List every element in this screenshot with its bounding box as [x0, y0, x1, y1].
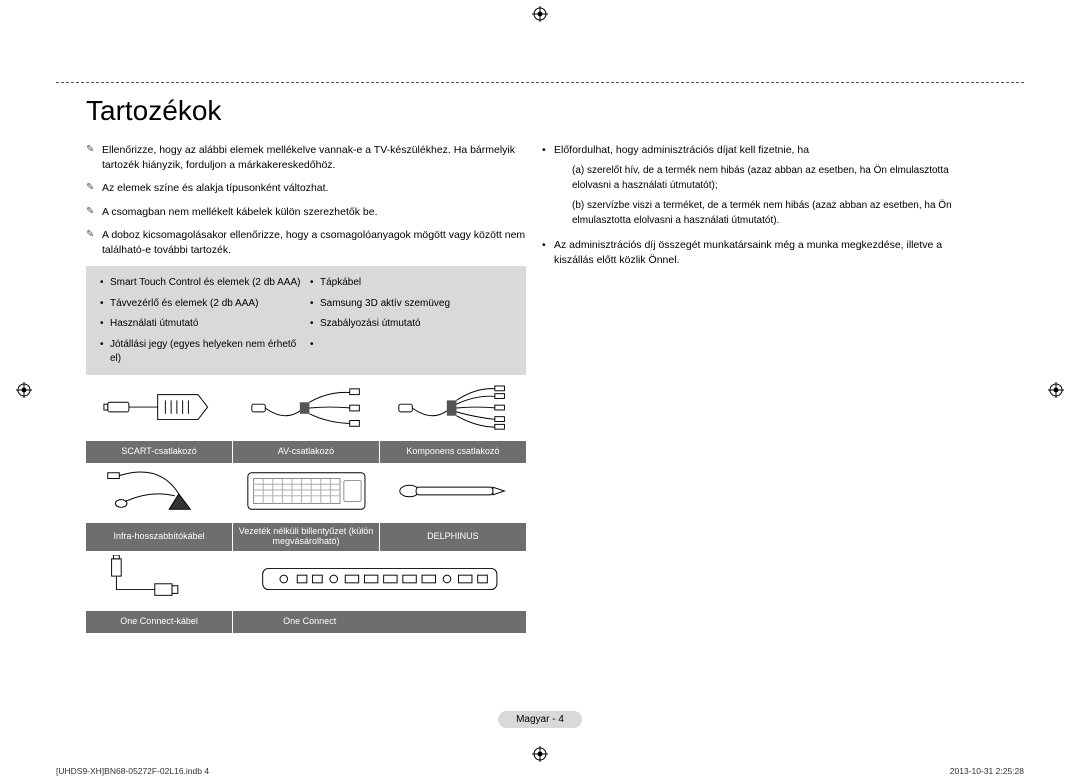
content-columns: Ellenőrizze, hogy az alábbi elemek mellé… [56, 133, 1024, 633]
av-adapter-image [233, 381, 380, 441]
note-item: Az elemek színe és alakja típusonként vá… [86, 181, 526, 196]
delphinus-tool-image [379, 463, 526, 523]
right-bullets: Előfordulhat, hogy adminisztrációs díjat… [542, 143, 982, 269]
right-cases: (a) szerelőt hív, de a termék nem hibás … [572, 164, 982, 228]
accessory-label: Komponens csatlakozó [379, 441, 526, 463]
print-mark-left [16, 382, 32, 398]
footer-right: 2013-10-31 2:25:28 [950, 766, 1024, 776]
left-column: Ellenőrizze, hogy az alábbi elemek mellé… [86, 143, 526, 633]
scart-adapter-image [86, 381, 233, 441]
doc-footer: [UHDS9-XH]BN68-05272F-02L16.indb 4 2013-… [56, 766, 1024, 776]
wireless-keyboard-image [233, 463, 380, 523]
component-adapter-image [379, 381, 526, 441]
note-item: A csomagban nem mellékelt kábelek külön … [86, 205, 526, 220]
note-item: Ellenőrizze, hogy az alábbi elemek mellé… [86, 143, 526, 173]
included-item: Smart Touch Control és elemek (2 db AAA) [100, 276, 302, 291]
page-frame: Tartozékok Ellenőrizze, hogy az alábbi e… [56, 82, 1024, 756]
print-mark-right [1048, 382, 1064, 398]
right-case: (b) szervízbe viszi a terméket, de a ter… [572, 199, 982, 228]
right-case: (a) szerelőt hív, de a termék nem hibás … [572, 164, 982, 193]
note-item: A doboz kicsomagolásakor ellenőrizze, ho… [86, 228, 526, 258]
one-connect-cable-image [86, 551, 233, 611]
included-item: Jótállási jegy (egyes helyeken nem érhet… [100, 338, 302, 367]
right-lead: Előfordulhat, hogy adminisztrációs díjat… [554, 144, 809, 156]
page-number-badge: Magyar - 4 [498, 711, 582, 728]
accessory-label: AV-csatlakozó [233, 441, 380, 463]
accessory-label: One Connect-kábel [86, 611, 233, 633]
accessory-label: DELPHINUS [379, 523, 526, 551]
accessory-label: Vezeték nélküli billentyűzet (külön megv… [233, 523, 380, 551]
note-list: Ellenőrizze, hogy az alábbi elemek mellé… [86, 143, 526, 258]
print-mark-top [532, 6, 548, 22]
page-title: Tartozékok [56, 83, 1024, 133]
included-item: Használati útmutató [100, 317, 302, 332]
included-items-grid: Smart Touch Control és elemek (2 db AAA)… [100, 276, 512, 367]
accessories-table: SCART-csatlakozó AV-csatlakozó Komponens… [86, 381, 526, 633]
included-item: Samsung 3D aktív szemüveg [310, 297, 512, 312]
footer-left: [UHDS9-XH]BN68-05272F-02L16.indb 4 [56, 766, 209, 776]
accessory-label: SCART-csatlakozó [86, 441, 233, 463]
included-item: Tápkábel [310, 276, 512, 291]
included-item: Szabályozási útmutató [310, 317, 512, 332]
right-bullet: Az adminisztrációs díj összegét munkatár… [542, 238, 982, 268]
right-bullet: Előfordulhat, hogy adminisztrációs díjat… [542, 143, 982, 228]
included-items-box: Smart Touch Control és elemek (2 db AAA)… [86, 266, 526, 375]
accessory-label: Infra-hosszabbítókábel [86, 523, 233, 551]
one-connect-box-image [233, 551, 526, 611]
accessory-label: One Connect [233, 611, 526, 633]
ir-extender-image [86, 463, 233, 523]
included-item: Távvezérlő és elemek (2 db AAA) [100, 297, 302, 312]
right-column: Előfordulhat, hogy adminisztrációs díjat… [542, 143, 982, 633]
